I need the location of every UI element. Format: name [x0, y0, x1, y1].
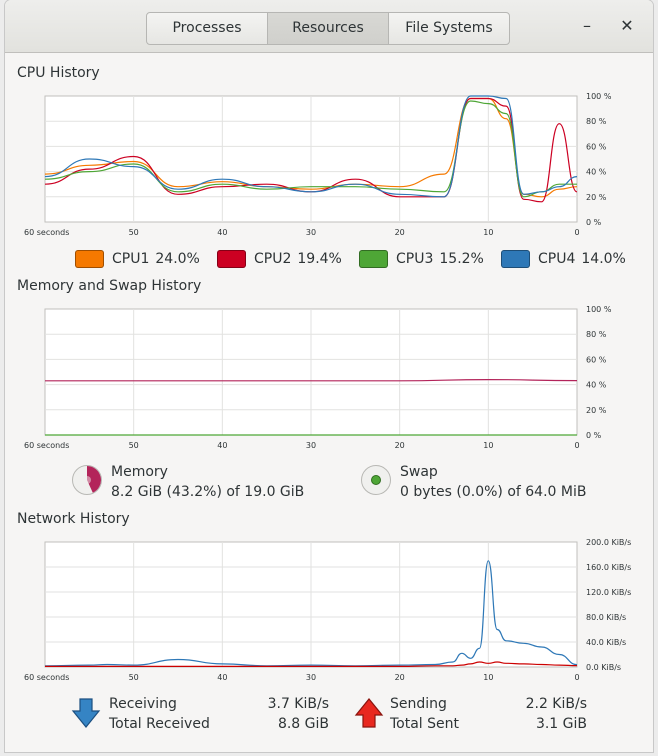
receiving-label: Receiving [109, 696, 177, 712]
memory-y-tick: 20 % [586, 406, 607, 415]
swap-summary: Swap 0 bytes (0.0%) of 64.0 MiB [360, 462, 586, 502]
network-x-tick: 50 [129, 673, 139, 682]
memory-series-memory [45, 378, 578, 382]
cpu-series-cpu3 [44, 100, 577, 198]
cpu-y-tick: 100 % [586, 92, 612, 101]
memory-history-title: Memory and Swap History [17, 278, 202, 294]
memory-summary: Memory 8.2 GiB (43.2%) of 19.0 GiB [71, 462, 304, 502]
sending-arrow-icon[interactable] [354, 697, 384, 729]
cpu2-value: 19.4% [297, 251, 342, 267]
cpu4-color-swatch[interactable] [501, 250, 530, 268]
cpu-history-graph: 100 % 80 % 60 % 40 % 20 % 0 % 60 seconds 50 40 30… [24, 92, 612, 237]
memory-value: 8.2 GiB (43.2%) of 19.0 GiB [111, 484, 305, 500]
sending-label: Sending [390, 696, 447, 712]
memory-x-tick: 10 [483, 441, 493, 450]
network-series-sending [45, 661, 578, 667]
network-x-tick: 20 [395, 673, 405, 682]
network-x-tick: 10 [483, 673, 493, 682]
network-x-tick: 0 [574, 673, 579, 682]
cpu1-color-swatch[interactable] [75, 250, 104, 268]
cpu1-label: CPU1 [112, 251, 150, 267]
network-y-tick: 0.0 KiB/s [586, 663, 621, 672]
network-y-tick: 40.0 KiB/s [586, 638, 626, 647]
memory-y-tick: 0 % [586, 431, 602, 440]
memory-y-tick: 40 % [586, 381, 607, 390]
cpu-x-tick: 30 [306, 228, 316, 237]
cpu2-color-swatch[interactable] [217, 250, 246, 268]
memory-x-tick: 30 [306, 441, 316, 450]
tab-processes[interactable]: Processes [147, 13, 268, 44]
network-history-title: Network History [17, 511, 130, 527]
legend-cpu3[interactable]: CPU3 15.2% [359, 250, 484, 268]
sending-value: 2.2 KiB/s [525, 696, 587, 712]
cpu4-value: 14.0% [581, 251, 626, 267]
memory-y-tick: 100 % [586, 305, 612, 314]
memory-y-tick: 60 % [586, 355, 607, 364]
cpu-y-tick: 60 % [586, 142, 607, 151]
total-received-value: 8.8 GiB [277, 716, 329, 732]
minimize-button[interactable]: – [583, 16, 591, 35]
cpu2-label: CPU2 [254, 251, 292, 267]
swap-value: 0 bytes (0.0%) of 64.0 MiB [400, 484, 587, 500]
cpu-x-tick: 0 [574, 228, 579, 237]
cpu-series-cpu4 [44, 95, 578, 198]
memory-label: Memory [111, 464, 168, 480]
tab-file-systems[interactable]: File Systems [405, 20, 493, 36]
cpu-y-tick: 80 % [586, 117, 607, 126]
memory-x-tick: 50 [129, 441, 139, 450]
network-x-tick: 60 seconds [24, 673, 69, 682]
cpu-x-tick: 60 seconds [24, 228, 69, 237]
system-monitor-window: Processes Resources File Systems – ✕ CPU… [5, 0, 653, 752]
cpu-series-cpu2 [44, 97, 578, 203]
memory-pie-icon[interactable] [71, 464, 103, 496]
memory-history-graph: 100 % 80 % 60 % 40 % 20 % 0 % 60 seconds 50 40 30… [24, 305, 612, 450]
cpu-x-tick: 20 [395, 228, 405, 237]
memory-x-tick: 20 [395, 441, 405, 450]
cpu4-label: CPU4 [538, 251, 576, 267]
header-bar: Processes Resources File Systems – ✕ [5, 0, 653, 53]
receiving-value: 3.7 KiB/s [267, 696, 329, 712]
cpu3-value: 15.2% [439, 251, 484, 267]
swap-label: Swap [400, 464, 438, 480]
cpu1-value: 24.0% [155, 251, 200, 267]
network-y-tick: 80.0 KiB/s [586, 613, 626, 622]
memory-x-tick: 40 [217, 441, 227, 450]
view-switcher: Processes Resources File Systems [146, 12, 510, 45]
memory-x-tick: 0 [574, 441, 579, 450]
cpu-y-tick: 20 % [586, 193, 607, 202]
legend-cpu2[interactable]: CPU2 19.4% [217, 250, 342, 268]
memory-x-tick: 60 seconds [24, 441, 69, 450]
cpu-y-tick: 0 % [586, 218, 602, 227]
legend-cpu1[interactable]: CPU1 24.0% [75, 250, 200, 268]
network-x-tick: 30 [306, 673, 316, 682]
total-sent-label: Total Sent [390, 716, 460, 732]
swap-pie-icon[interactable] [360, 464, 392, 496]
cpu3-color-swatch[interactable] [359, 250, 388, 268]
cpu-x-tick: 40 [217, 228, 227, 237]
tab-resources[interactable]: Resources [268, 13, 389, 44]
total-sent-value: 3.1 GiB [535, 716, 587, 732]
close-button[interactable]: ✕ [620, 16, 634, 35]
cpu3-label: CPU3 [396, 251, 434, 267]
memory-y-tick: 80 % [586, 330, 607, 339]
total-received-label: Total Received [109, 716, 210, 732]
cpu-y-tick: 40 % [586, 168, 607, 177]
network-x-tick: 40 [217, 673, 227, 682]
cpu-x-tick: 50 [129, 228, 139, 237]
receiving-arrow-icon[interactable] [71, 697, 101, 729]
network-y-tick: 160.0 KiB/s [586, 563, 631, 572]
cpu-history-title: CPU History [17, 65, 100, 81]
legend-cpu4[interactable]: CPU4 14.0% [501, 250, 626, 268]
network-series-receiving [44, 560, 578, 667]
network-y-tick: 200.0 KiB/s [586, 538, 631, 547]
cpu-x-tick: 10 [483, 228, 493, 237]
network-y-tick: 120.0 KiB/s [586, 588, 631, 597]
